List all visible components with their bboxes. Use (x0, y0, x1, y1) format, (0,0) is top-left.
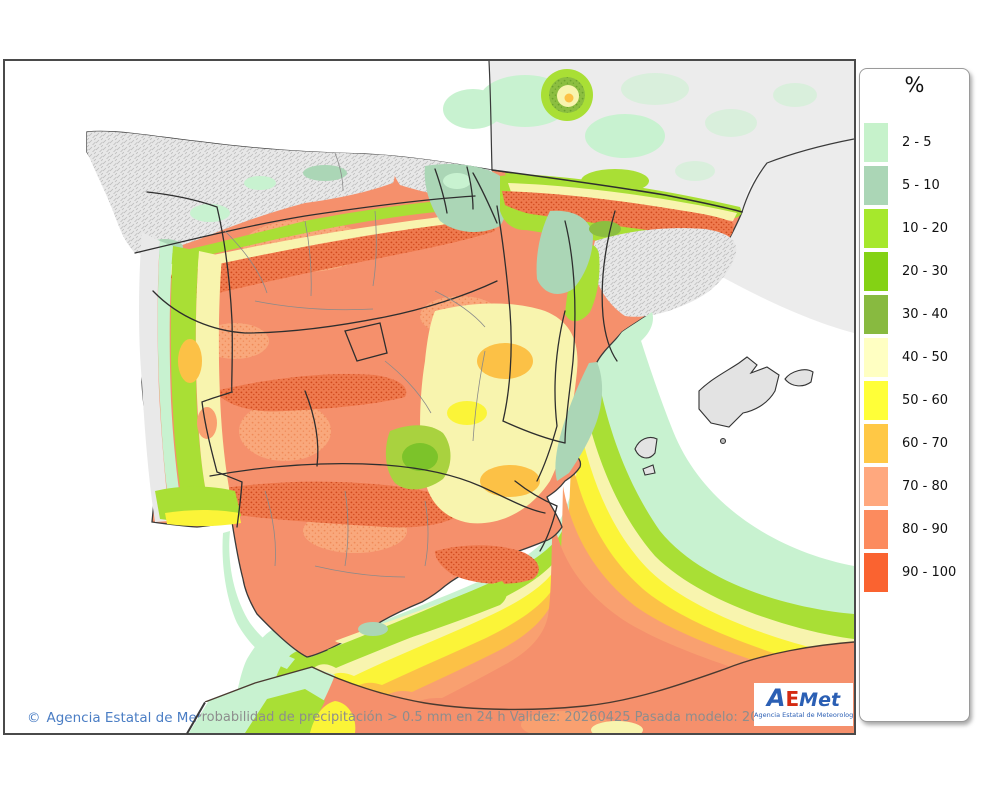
copyright-icon: © (27, 709, 41, 726)
legend-swatch (864, 209, 888, 248)
legend-item: 80 - 90 (860, 508, 969, 551)
legend-swatch (864, 467, 888, 506)
legend-item: 40 - 50 (860, 336, 969, 379)
legend-label: 90 - 100 (902, 565, 957, 580)
legend-label: 80 - 90 (902, 522, 949, 537)
legend-swatch (864, 510, 888, 549)
probability-legend: % 2 - 5 5 - 10 10 - 20 20 - 30 30 - 40 4… (859, 68, 970, 722)
copyright-box: © Agencia Estatal de Meteorología (5, 702, 208, 733)
aemet-logo-wordmark: AEMet (754, 683, 853, 712)
legend-item: 5 - 10 (860, 164, 969, 207)
legend-label: 10 - 20 (902, 221, 949, 236)
aemet-logo-caption: Agencia Estatal de Meteorología (754, 711, 853, 719)
balearic-islands (634, 356, 814, 476)
legend-swatch (864, 295, 888, 334)
legend-item: 70 - 80 (860, 465, 969, 508)
france-terrain (443, 61, 854, 213)
legend-label: 2 - 5 (902, 135, 932, 150)
legend-item: 90 - 100 (860, 551, 969, 594)
precipitation-map (5, 61, 854, 733)
legend-swatch (864, 381, 888, 420)
region-borders (134, 166, 743, 552)
legend-title: % (904, 73, 925, 97)
iberia-landmass (86, 130, 743, 669)
legend-item: 50 - 60 (860, 379, 969, 422)
province-borders (224, 152, 486, 578)
map-frame: © Agencia Estatal de Meteorología Probab… (3, 59, 856, 735)
legend-label: 50 - 60 (902, 393, 949, 408)
legend-swatch (864, 424, 888, 463)
logo-letter-a: A (766, 684, 786, 712)
map-status-text: Probabilidad de precipitación > 0.5 mm e… (194, 710, 825, 725)
legend-swatch (864, 553, 888, 592)
legend-label: 70 - 80 (902, 479, 949, 494)
logo-letter-e: E (785, 687, 800, 711)
legend-item: 60 - 70 (860, 422, 969, 465)
legend-item: 2 - 5 (860, 121, 969, 164)
legend-item: 30 - 40 (860, 293, 969, 336)
legend-label: 20 - 30 (902, 264, 949, 279)
legend-label: 5 - 10 (902, 178, 940, 193)
legend-label: 30 - 40 (902, 307, 949, 322)
legend-swatch (864, 252, 888, 291)
legend-swatch (864, 123, 888, 162)
legend-label: 40 - 50 (902, 350, 949, 365)
legend-item: 10 - 20 (860, 207, 969, 250)
legend-item: 20 - 30 (860, 250, 969, 293)
copyright-text: Agencia Estatal de Meteorología (46, 709, 265, 726)
africa-landmass (187, 641, 854, 733)
legend-swatch (864, 166, 888, 205)
aemet-logo: AEMet Agencia Estatal de Meteorología (754, 683, 853, 726)
legend-swatch (864, 338, 888, 377)
logo-letters-met: Met (799, 689, 841, 711)
legend-label: 60 - 70 (902, 436, 949, 451)
